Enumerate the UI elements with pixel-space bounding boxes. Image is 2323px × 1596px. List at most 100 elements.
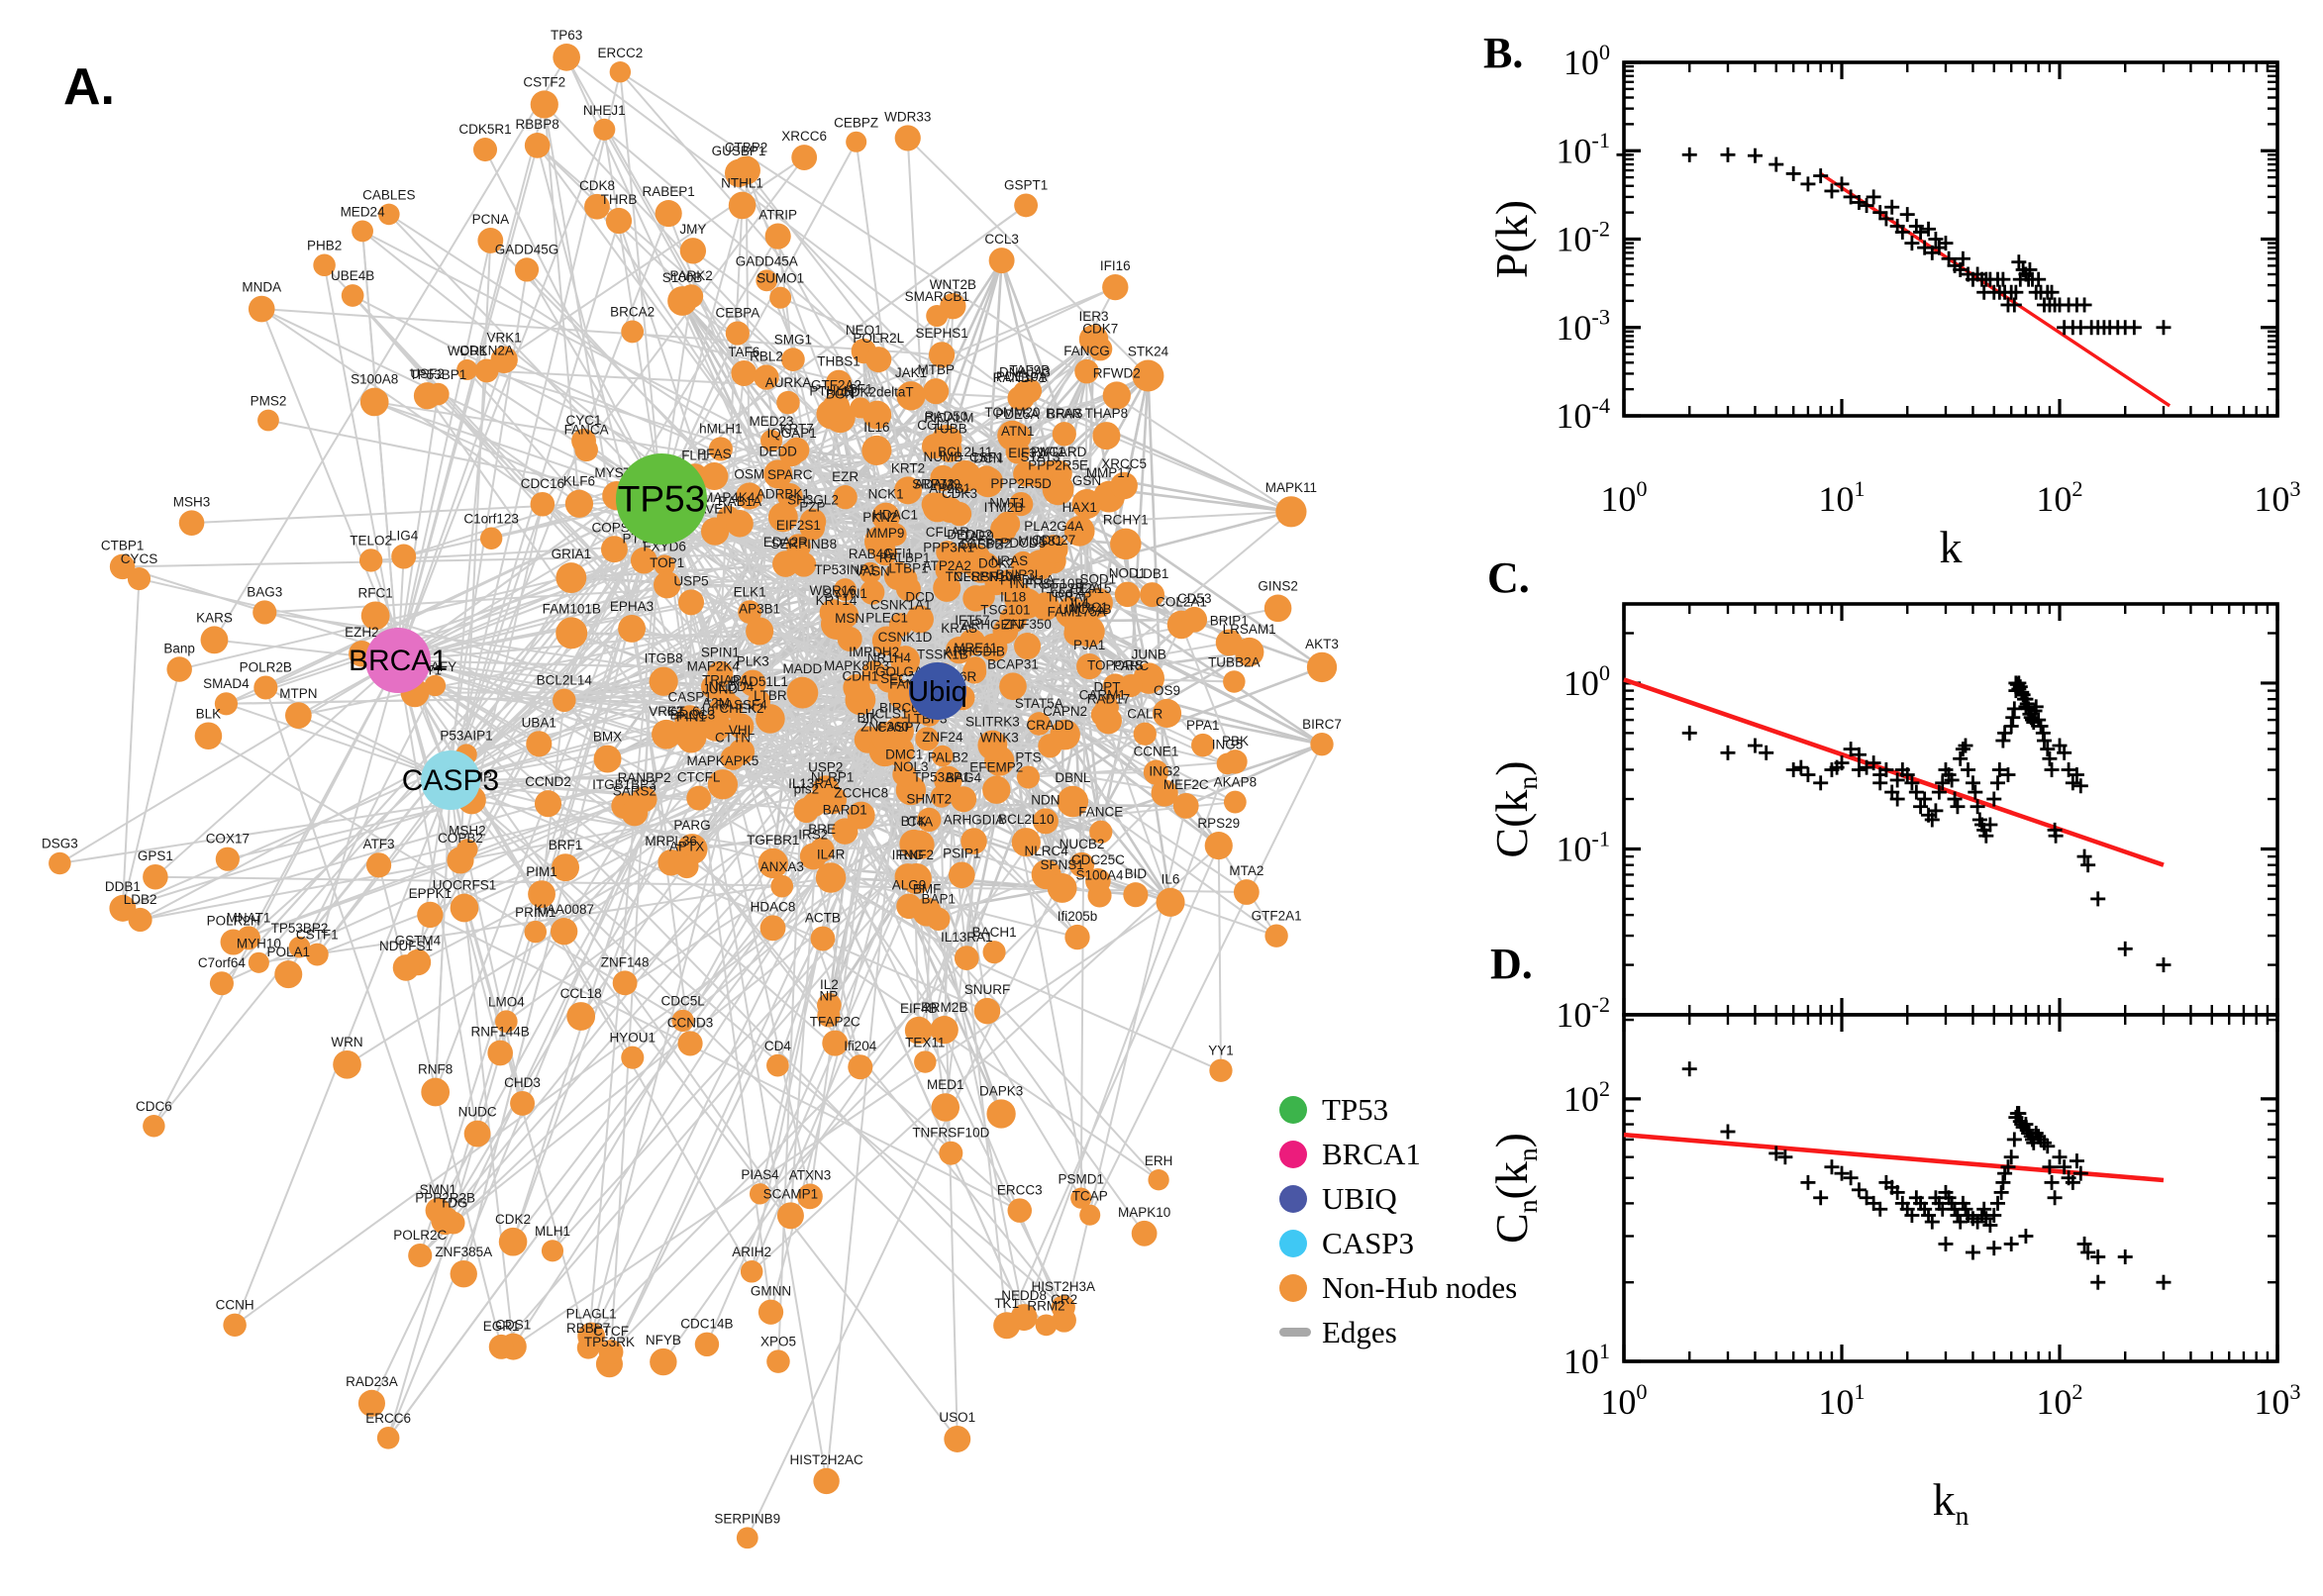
brca1-hub-swatch-icon — [1279, 1140, 1307, 1168]
gene-node — [850, 397, 871, 419]
gene-node — [931, 1093, 960, 1122]
gene-label: XPO5 — [760, 1334, 796, 1348]
network-edge — [227, 690, 939, 860]
gene-node — [1151, 779, 1178, 807]
gene-node — [890, 646, 921, 676]
gene-node — [214, 692, 239, 716]
gene-label: CTCF — [593, 1324, 629, 1339]
fit-line — [1623, 677, 2165, 867]
gene-label: VRK1 — [487, 331, 522, 346]
tick-label: 100 — [1564, 40, 1610, 82]
gene-node — [1078, 597, 1103, 622]
gene-label: CFLAR — [926, 525, 970, 540]
gene-label: CR2 — [1051, 1292, 1077, 1307]
gene-node — [477, 228, 504, 253]
gene-label: WDR16 — [809, 583, 856, 598]
network-edge — [688, 602, 693, 721]
network-edge — [512, 495, 751, 1243]
gene-label: AP2B1 — [929, 481, 970, 496]
network-edge — [388, 213, 662, 500]
gene-label: CLSPN — [954, 569, 998, 584]
gene-label: PSIP1 — [943, 847, 980, 861]
gene-node — [341, 284, 364, 307]
gene-node — [754, 364, 779, 390]
gene-node — [1215, 629, 1243, 656]
network-edge — [378, 684, 1132, 866]
gene-label: FANCE — [1078, 805, 1123, 820]
gene-label: Ifi205b — [1058, 909, 1098, 924]
network-edge — [608, 690, 939, 1365]
gene-label: IMPDH2 — [849, 645, 899, 659]
gene-node — [736, 482, 763, 510]
gene-node — [447, 847, 474, 874]
tp53-hub-swatch-icon — [1279, 1095, 1307, 1124]
network-edge — [397, 129, 606, 661]
gene-label: DEDD2 — [947, 527, 992, 542]
gene-label: MSH2 — [449, 823, 486, 838]
network-edge — [660, 498, 1026, 1318]
gene-node — [947, 501, 972, 527]
gene-label: CDK2deltaT — [841, 385, 914, 400]
gene-label: ATN1 — [1001, 424, 1035, 439]
gene-node — [417, 901, 444, 929]
gene-node — [421, 1077, 451, 1107]
gene-label: RFC1 — [358, 585, 393, 600]
gene-label: TP53RK — [584, 1335, 635, 1349]
data-points — [1681, 1061, 2172, 1290]
gene-node — [359, 387, 389, 417]
gene-label: CDC14B — [680, 1317, 733, 1332]
gene-label: ZNF385A — [435, 1245, 492, 1259]
gene-node — [618, 614, 647, 643]
gene-node — [921, 492, 946, 517]
gene-label: ZNF148 — [601, 954, 650, 969]
gene-node — [739, 669, 766, 697]
gene-label: CDK5R1 — [458, 122, 511, 137]
gene-node — [488, 1334, 514, 1359]
network-edge — [377, 864, 503, 1347]
gene-node — [759, 915, 786, 942]
gene-node — [223, 1313, 247, 1338]
gene-node — [49, 851, 71, 875]
gene-label: BRCA2 — [610, 305, 655, 320]
panel-d-label: D. — [1490, 940, 1533, 988]
gene-label: FANCG — [1063, 344, 1110, 358]
gene-label: PSMD1 — [1059, 1172, 1105, 1187]
gene-label: ITGB1BP3 — [592, 777, 656, 792]
gene-label: RAB1A — [718, 494, 761, 509]
network-edge — [257, 498, 662, 963]
gene-label: NUCB2 — [1060, 837, 1105, 851]
network-edge — [450, 394, 1118, 781]
gene-node — [1085, 868, 1111, 894]
gene-label: IL4 — [1070, 595, 1089, 610]
gene-label: DAPK3 — [979, 1083, 1023, 1098]
tick-label: 102 — [1564, 1076, 1610, 1119]
gene-node — [1051, 1295, 1075, 1320]
gene-node — [707, 769, 739, 800]
gene-label: TUBB — [932, 422, 967, 437]
panel-c-label: C. — [1487, 553, 1530, 602]
gene-node — [770, 874, 794, 898]
gene-node — [1005, 440, 1030, 464]
gene-label: AKAP8 — [1214, 775, 1258, 790]
network-edge — [213, 56, 567, 641]
network-edge — [660, 498, 995, 953]
nonhub-node-swatch-icon — [1279, 1273, 1307, 1302]
gene-node — [763, 459, 793, 489]
gene-label: SRP72 — [912, 477, 955, 492]
network-edge — [397, 204, 1027, 661]
gene-label: WNT2B — [930, 277, 976, 292]
legend-label: UBIQ — [1322, 1180, 1397, 1216]
gene-label: CDC27 — [1032, 533, 1075, 548]
network-edge — [1129, 375, 1150, 686]
gene-node — [926, 305, 949, 328]
network-edge — [845, 495, 1323, 669]
gene-node — [510, 1090, 536, 1116]
gene-label: LIG4 — [389, 529, 419, 544]
network-edge — [512, 901, 1171, 1347]
gene-node — [1089, 820, 1113, 844]
gene-label: RASSF4 — [715, 697, 767, 712]
legend-item-nonhub: Non-Hub nodes — [1279, 1265, 1517, 1310]
gene-label: LDB2 — [124, 892, 157, 907]
gene-label: TEX11 — [905, 1035, 945, 1049]
